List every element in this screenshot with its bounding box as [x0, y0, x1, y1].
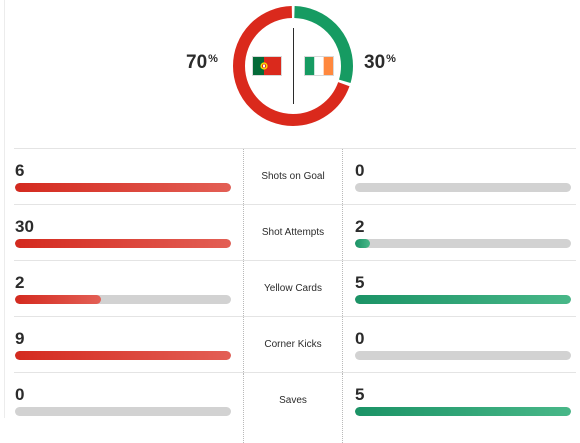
- home-possession-symbol: %: [208, 53, 218, 65]
- home-stat-bar-fill: [15, 239, 231, 248]
- away-stat-bar: [355, 407, 571, 416]
- home-stat-bar-fill: [15, 351, 231, 360]
- home-stat-bar: [15, 239, 231, 248]
- away-stat-value: 0: [355, 329, 365, 348]
- away-stat-bar: [355, 295, 571, 304]
- away-stat-value: 0: [355, 161, 365, 180]
- stat-label: Shot Attempts: [261, 227, 325, 238]
- away-stat-bar: [355, 239, 571, 248]
- home-stat-bar: [15, 295, 231, 304]
- home-stat-bar: [15, 351, 231, 360]
- column-divider: [342, 205, 343, 260]
- page-edge-divider: [4, 0, 5, 418]
- home-stat-bar: [15, 183, 231, 192]
- possession-header: 70% 30%: [0, 0, 580, 135]
- away-possession-arc: [233, 6, 353, 126]
- home-stat-bar-fill: [15, 295, 102, 304]
- stat-label: Saves: [279, 395, 307, 406]
- away-possession-symbol: %: [386, 53, 396, 65]
- column-divider: [243, 205, 244, 260]
- column-divider: [342, 261, 343, 316]
- possession-donut-chart: [233, 6, 353, 126]
- home-stat-value: 0: [15, 385, 25, 404]
- stat-row: 0 Saves 5: [14, 373, 576, 443]
- away-stat-value: 5: [355, 385, 365, 404]
- home-stat-bar: [15, 407, 231, 416]
- stat-row: 6 Shots on Goal 0: [14, 149, 576, 205]
- column-divider: [342, 373, 343, 443]
- home-stat-value: 6: [15, 161, 25, 180]
- stat-label: Corner Kicks: [264, 339, 322, 350]
- away-stat-value: 2: [355, 217, 365, 236]
- ireland-flag-icon: [304, 56, 334, 76]
- stat-row: 9 Corner Kicks 0: [14, 317, 576, 373]
- column-divider: [243, 149, 244, 204]
- home-stat-bar-fill: [15, 183, 231, 192]
- stat-row: 30 Shot Attempts 2: [14, 205, 576, 261]
- stats-table: 6 Shots on Goal 0 30 Shot Attempts 2 2 Yellow C…: [14, 148, 576, 443]
- away-stat-bar: [355, 351, 571, 360]
- away-stat-bar-fill: [355, 295, 571, 304]
- portugal-flag-icon: [252, 56, 282, 76]
- away-stat-bar: [355, 183, 571, 192]
- home-possession: 70%: [186, 52, 218, 74]
- column-divider: [342, 317, 343, 372]
- away-stat-bar-fill: [355, 407, 571, 416]
- home-possession-arc: [233, 6, 353, 126]
- away-possession-value: 30: [364, 52, 386, 73]
- possession-center-line: [293, 28, 294, 104]
- column-divider: [243, 373, 244, 443]
- home-stat-value: 30: [15, 217, 34, 236]
- home-possession-value: 70: [186, 52, 208, 73]
- column-divider: [243, 317, 244, 372]
- home-stat-value: 9: [15, 329, 25, 348]
- stat-label: Shots on Goal: [261, 171, 325, 182]
- away-stat-bar-fill: [355, 239, 371, 248]
- stat-label: Yellow Cards: [264, 283, 322, 294]
- home-stat-value: 2: [15, 273, 25, 292]
- stat-row: 2 Yellow Cards 5: [14, 261, 576, 317]
- column-divider: [243, 261, 244, 316]
- away-stat-value: 5: [355, 273, 365, 292]
- column-divider: [342, 149, 343, 204]
- away-possession: 30%: [364, 52, 396, 74]
